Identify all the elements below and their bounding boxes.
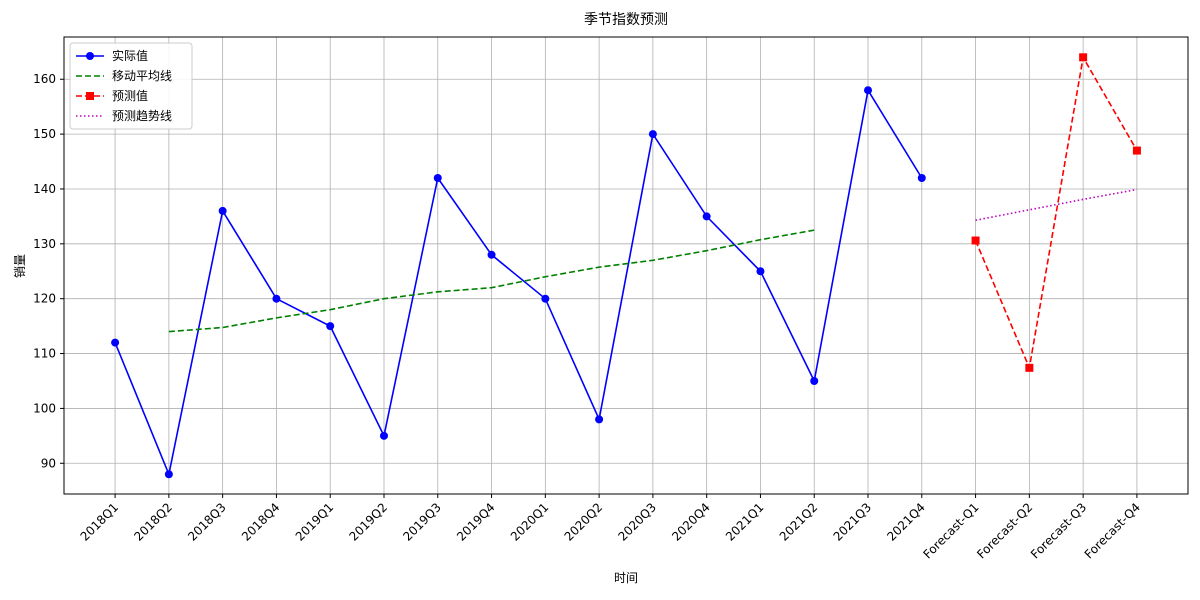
data-point: [541, 294, 550, 303]
y-tick-label: 110: [33, 347, 56, 361]
plot-frame: [63, 36, 1189, 495]
y-tick-label: 100: [33, 401, 56, 415]
y-tick-label: 90: [41, 456, 56, 470]
legend-label: 移动平均线: [112, 69, 172, 83]
data-point: [648, 130, 657, 139]
x-axis-label: 时间: [614, 571, 638, 585]
y-tick-label: 140: [33, 182, 56, 196]
y-axis-label: 销量: [13, 254, 27, 278]
data-point: [756, 267, 765, 276]
legend-box: [69, 42, 193, 130]
data-point: [1132, 146, 1141, 155]
data-point: [326, 322, 335, 331]
data-point: [272, 294, 281, 303]
data-point: [1025, 363, 1034, 372]
data-point: [379, 431, 388, 440]
y-tick-label: 120: [33, 292, 56, 306]
data-point: [971, 236, 980, 245]
y-tick-label: 160: [33, 72, 56, 86]
data-point: [1079, 53, 1088, 62]
y-tick-label: 130: [33, 237, 56, 251]
legend-label: 预测值: [112, 88, 148, 103]
legend-marker: [86, 52, 94, 60]
data-point: [218, 206, 227, 215]
series-line: [168, 229, 815, 333]
data-point: [111, 338, 120, 347]
legend-label: 预测趋势线: [112, 109, 172, 123]
series-line: [114, 88, 923, 477]
series-line: [974, 54, 1138, 371]
data-point: [702, 212, 711, 221]
data-point: [433, 173, 442, 182]
legend-label: 实际值: [112, 48, 148, 63]
data-point: [917, 173, 926, 182]
data-point: [810, 376, 819, 385]
series-line: [975, 188, 1138, 222]
y-tick-label: 150: [33, 127, 56, 141]
data-point: [487, 250, 496, 259]
data-point: [864, 86, 873, 95]
data-point: [164, 470, 173, 479]
data-point: [595, 415, 604, 424]
chart-title: 季节指数预测: [584, 12, 668, 28]
legend-marker: [86, 92, 94, 100]
